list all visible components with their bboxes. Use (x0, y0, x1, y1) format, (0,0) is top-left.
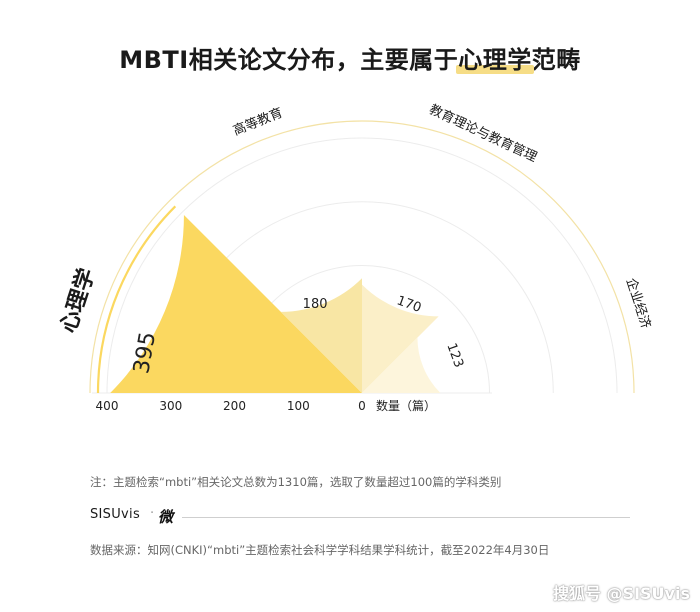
brand-logo: SISUvis (90, 507, 141, 522)
title-suffix: 范畴 (531, 46, 581, 74)
bar-1 (280, 278, 362, 393)
radial-axis: 0 100 200 300 400 数量（篇） (96, 398, 436, 413)
category-label-1: 高等教育 (231, 105, 285, 139)
axis-tick-100: 100 (287, 399, 310, 413)
bars (110, 214, 441, 393)
watermark: 搜狐号 @SISUvis (552, 584, 690, 603)
title-highlight: 心理学 (458, 46, 532, 74)
outer-guides (89, 120, 635, 394)
axis-unit-label: 数量（篇） (376, 398, 436, 413)
axis-tick-200: 200 (223, 399, 246, 413)
axis-tick-0: 0 (358, 399, 366, 413)
brand-row: SISUvis · 微 (90, 506, 630, 528)
brand-separator: · (150, 506, 155, 521)
bar-0 (110, 214, 362, 393)
chart-note: 注：主题检索“mbti”相关论文总数为1310篇，选取了数量超过100篇的学科类… (90, 475, 502, 489)
title-prefix: MBTI相关论文分布，主要属于 (119, 46, 459, 74)
value-label-3: 123 (443, 341, 466, 369)
gridline-400 (106, 137, 618, 394)
highlight-arc (96, 205, 177, 394)
axis-tick-300: 300 (159, 399, 182, 413)
bar-2 (362, 284, 439, 393)
category-label-3: 企业经济 (623, 276, 654, 330)
chart-title: MBTI相关论文分布，主要属于心理学范畴 (119, 40, 580, 75)
value-label-1: 180 (303, 297, 328, 312)
bar-3 (362, 337, 441, 393)
divider (182, 517, 630, 518)
data-source: 数据来源：知网(CNKI)“mbti”主题检索社会科学学科结果学科统计，截至20… (90, 543, 550, 557)
category-label-0: 心理学 (55, 265, 100, 336)
axis-tick-400: 400 (96, 399, 119, 413)
outer-guide-arc (89, 120, 635, 394)
brand-mark: 微 (158, 508, 174, 526)
